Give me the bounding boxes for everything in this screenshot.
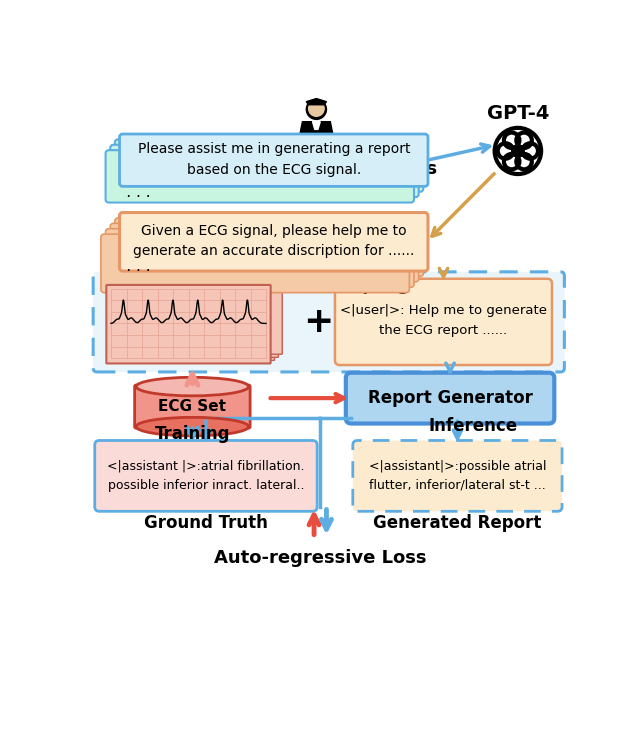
Ellipse shape bbox=[136, 377, 248, 396]
FancyBboxPatch shape bbox=[346, 372, 554, 424]
FancyBboxPatch shape bbox=[120, 134, 428, 186]
Polygon shape bbox=[312, 122, 320, 129]
Text: · · ·: · · · bbox=[127, 190, 151, 205]
FancyBboxPatch shape bbox=[120, 213, 428, 271]
FancyBboxPatch shape bbox=[101, 234, 410, 293]
FancyBboxPatch shape bbox=[106, 150, 414, 203]
FancyBboxPatch shape bbox=[118, 276, 282, 354]
Polygon shape bbox=[307, 98, 326, 104]
Text: Manual Design Samples: Manual Design Samples bbox=[196, 160, 437, 178]
FancyBboxPatch shape bbox=[106, 229, 414, 287]
FancyBboxPatch shape bbox=[110, 282, 275, 360]
FancyBboxPatch shape bbox=[106, 285, 271, 363]
Text: Report Generator: Report Generator bbox=[367, 389, 532, 407]
Text: ECG Set: ECG Set bbox=[158, 399, 227, 414]
FancyBboxPatch shape bbox=[93, 272, 564, 372]
Text: Training: Training bbox=[155, 424, 230, 442]
FancyBboxPatch shape bbox=[335, 279, 552, 365]
FancyBboxPatch shape bbox=[110, 223, 419, 282]
Text: Inference: Inference bbox=[429, 417, 518, 435]
Text: <|user|>: Help me to generate
the ECG report ......: <|user|>: Help me to generate the ECG re… bbox=[340, 304, 547, 337]
FancyBboxPatch shape bbox=[134, 385, 250, 428]
FancyBboxPatch shape bbox=[95, 441, 317, 511]
Text: GPT-4: GPT-4 bbox=[486, 104, 549, 123]
FancyBboxPatch shape bbox=[115, 140, 423, 192]
Text: <|assistant|>:possible atrial
flutter, inferior/lateral st-t ...: <|assistant|>:possible atrial flutter, i… bbox=[369, 460, 546, 492]
FancyBboxPatch shape bbox=[353, 441, 562, 511]
FancyBboxPatch shape bbox=[114, 279, 278, 357]
Text: Generated Report: Generated Report bbox=[373, 514, 541, 532]
Circle shape bbox=[511, 145, 524, 157]
Polygon shape bbox=[300, 122, 333, 137]
Ellipse shape bbox=[136, 418, 248, 436]
Text: +: + bbox=[303, 305, 334, 339]
Text: Sampling: Sampling bbox=[323, 276, 410, 294]
Text: · · ·: · · · bbox=[127, 264, 151, 279]
Text: Auto-regressive Loss: Auto-regressive Loss bbox=[214, 549, 426, 567]
Text: Please assist me in generating a report
based on the ECG signal.: Please assist me in generating a report … bbox=[138, 142, 410, 176]
FancyBboxPatch shape bbox=[110, 145, 419, 198]
Text: Given a ECG signal, please help me to
generate an accurate discription for .....: Given a ECG signal, please help me to ge… bbox=[133, 224, 415, 258]
Circle shape bbox=[307, 99, 326, 119]
Circle shape bbox=[308, 101, 324, 116]
Text: <|assistant |>:atrial fibrillation.
possible inferior inract. lateral..: <|assistant |>:atrial fibrillation. poss… bbox=[107, 460, 305, 492]
Text: Ground Truth: Ground Truth bbox=[144, 514, 268, 532]
FancyBboxPatch shape bbox=[115, 218, 423, 276]
